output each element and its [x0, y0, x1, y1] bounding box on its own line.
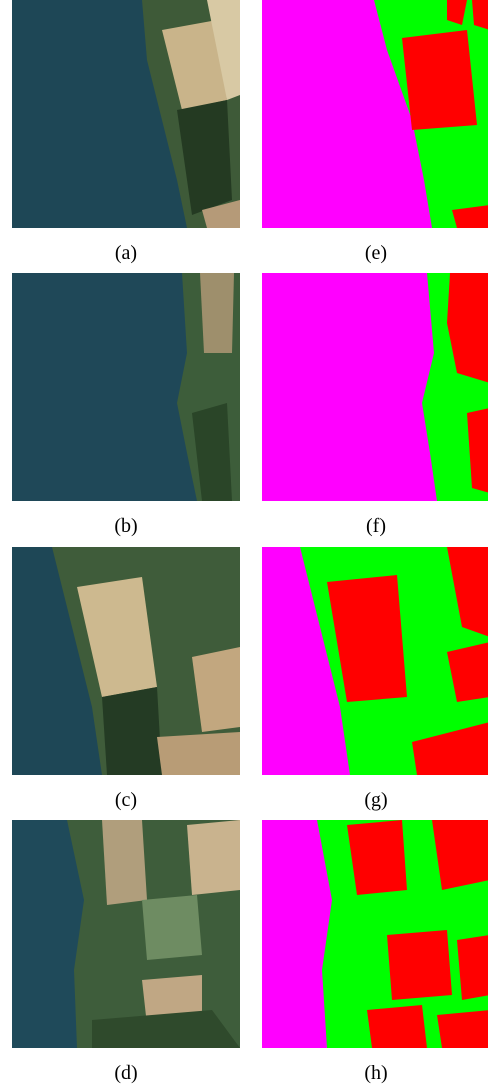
aerial-image: [12, 820, 240, 1048]
panel-label: (e): [262, 241, 488, 265]
panel-label: (d): [12, 1061, 240, 1085]
panel-label: (b): [12, 514, 240, 538]
segmentation-map: [262, 820, 488, 1048]
segmentation-map: [262, 273, 488, 501]
panel-label: (c): [12, 788, 240, 812]
panel-label: (f): [262, 514, 488, 538]
panel-label: (h): [262, 1061, 488, 1085]
aerial-image: [12, 273, 240, 501]
figure: (a) (e) (b) (f) (c) (g) (d) (h): [0, 0, 488, 1090]
panel-label: (g): [262, 788, 488, 812]
segmentation-map: [262, 0, 488, 228]
segmentation-map: [262, 547, 488, 775]
aerial-image: [12, 547, 240, 775]
panel-label: (a): [12, 241, 240, 265]
aerial-image: [12, 0, 240, 228]
